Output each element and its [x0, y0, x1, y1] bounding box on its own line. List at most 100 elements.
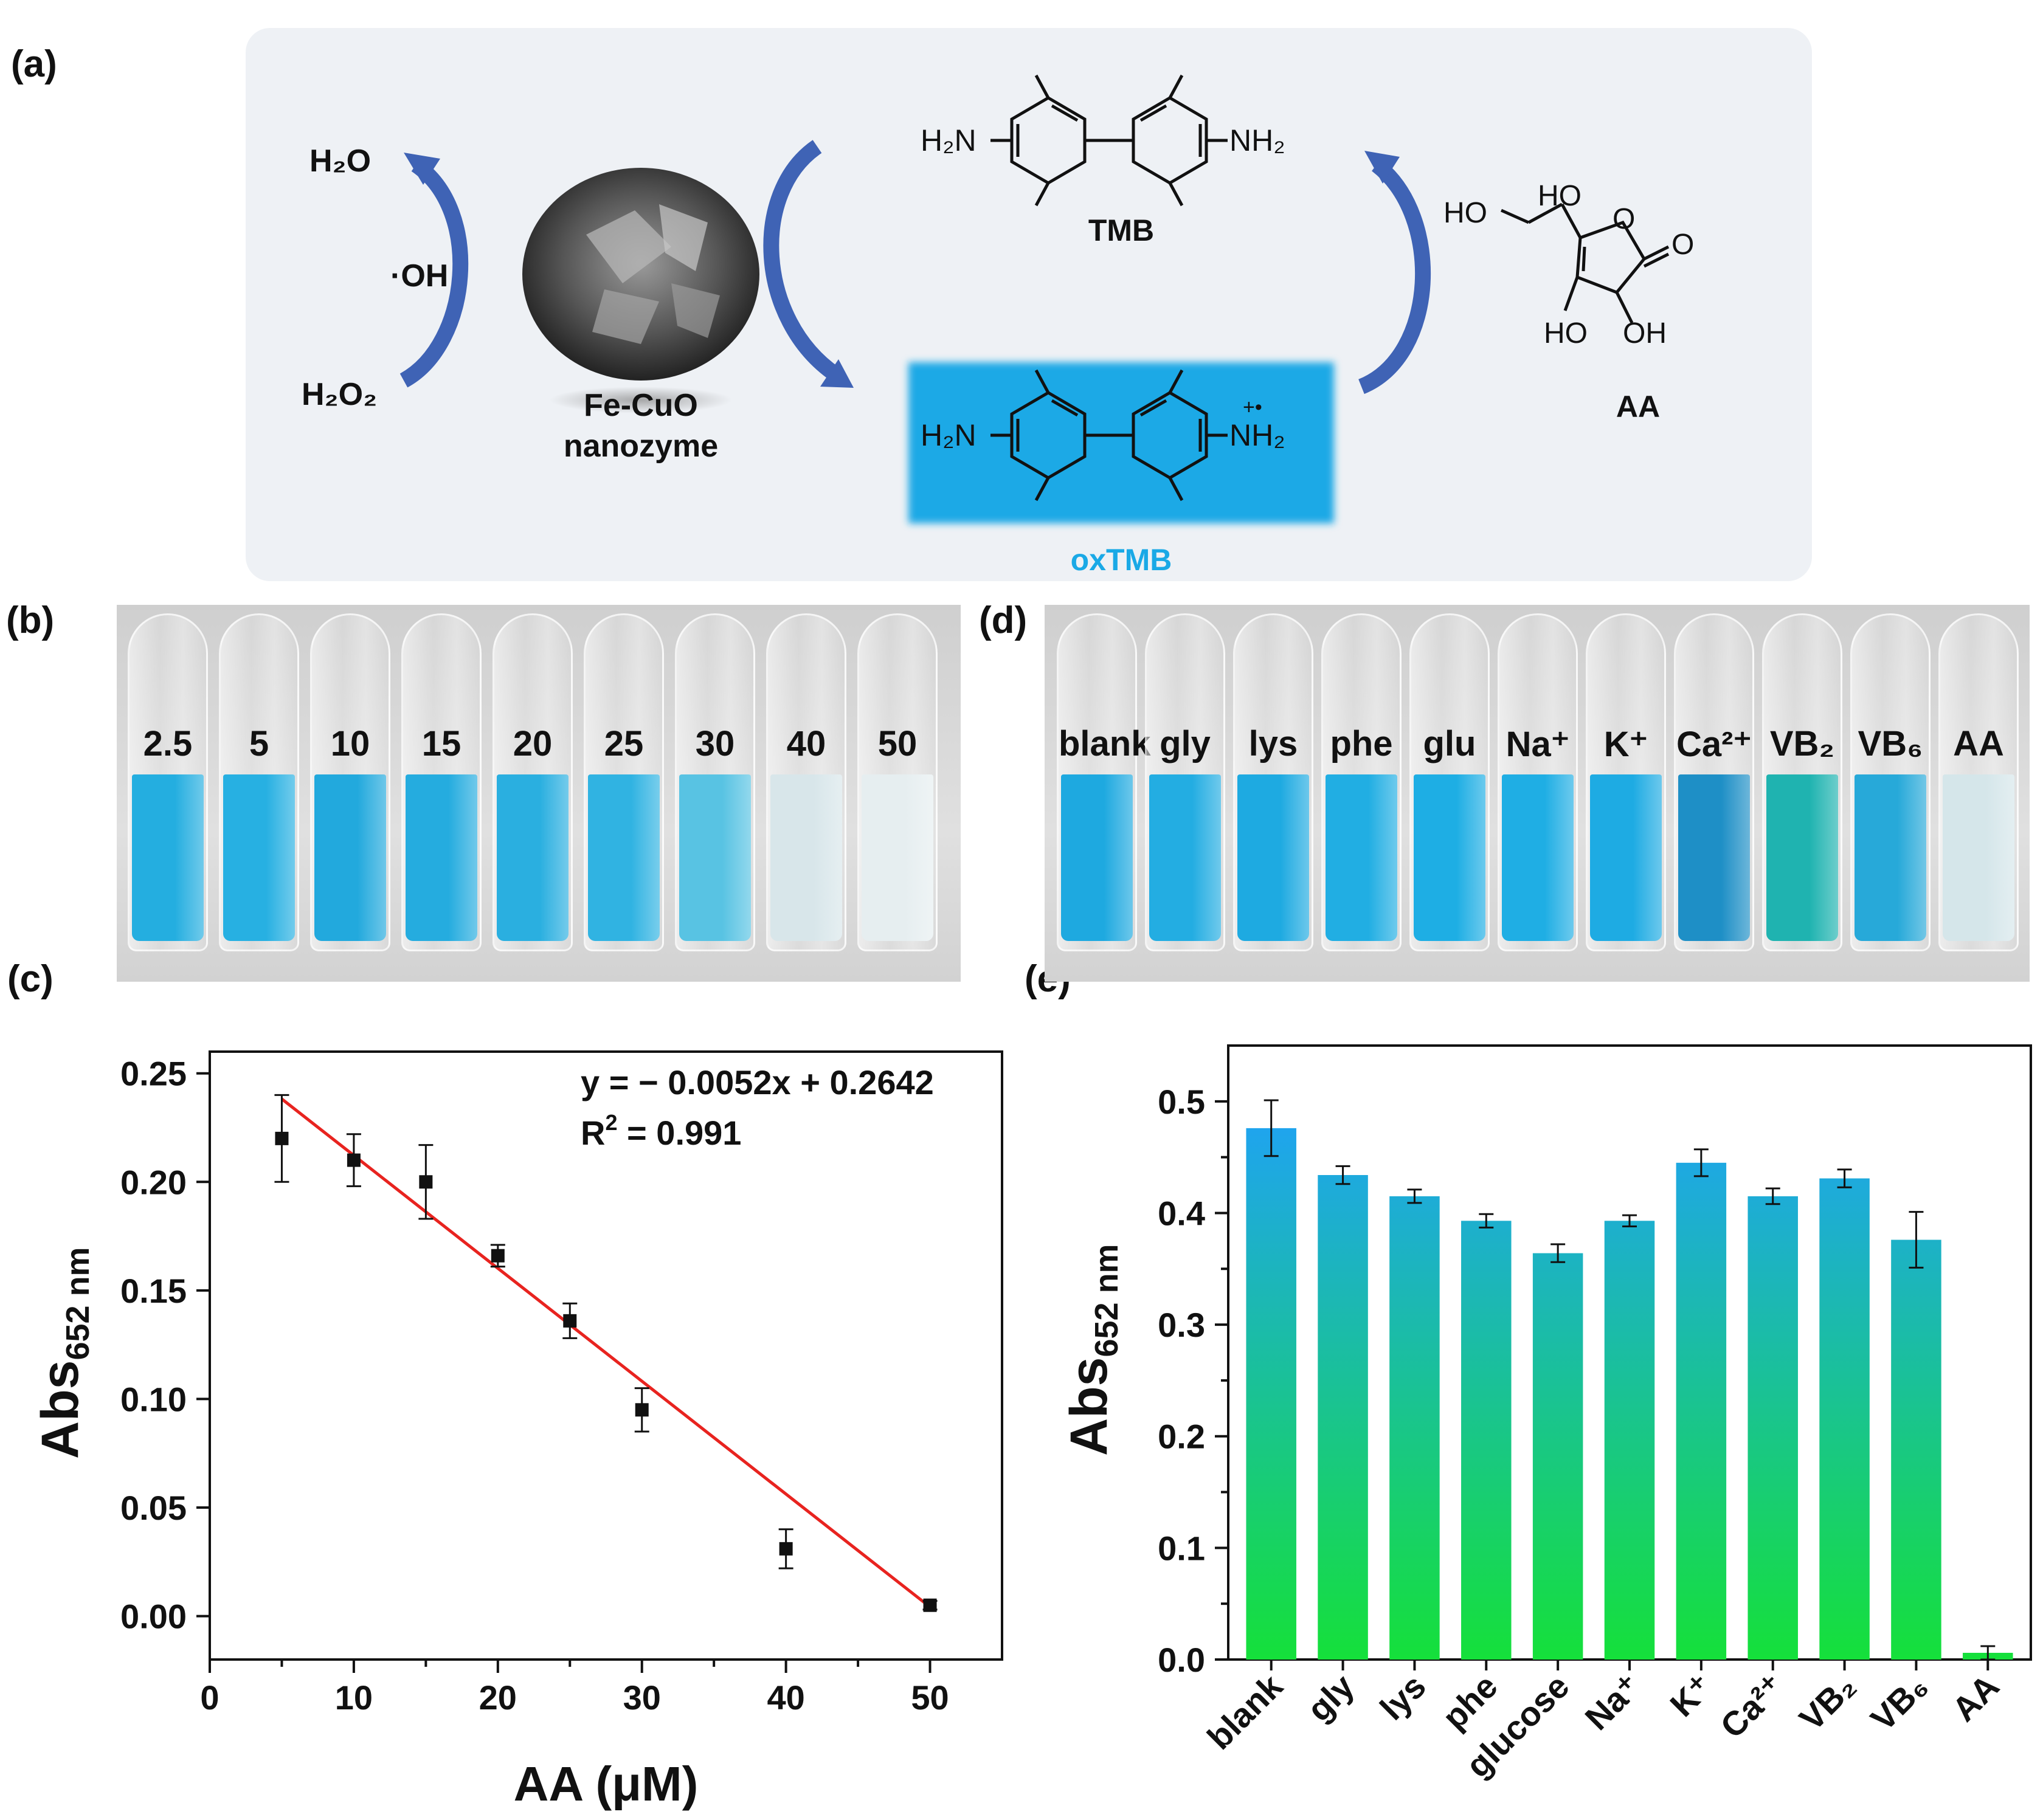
y-tick-label: 0.0: [1158, 1641, 1205, 1679]
sel-tube-label: phe: [1330, 724, 1393, 764]
sel-tube-2: gly: [1145, 613, 1225, 951]
x-tick-label: gly: [1299, 1667, 1361, 1729]
sel-tube-label: Ca²⁺: [1676, 725, 1752, 764]
scheme-drawing: H₂O ·OH H₂O₂ Fe-CuO nanozyme H₂N NH₂ TMB…: [302, 74, 1694, 577]
cycle-arrow-left-head: [404, 153, 440, 185]
sel-tube-5: glu: [1409, 613, 1490, 951]
y-tick-label: 0.15: [120, 1272, 187, 1310]
sel-tube-6: Na⁺: [1498, 613, 1578, 951]
conc-tube-label: 5: [249, 724, 269, 764]
bar: [1604, 1221, 1655, 1660]
sel-tube-8: Ca²⁺: [1674, 613, 1754, 951]
data-point: [347, 1153, 361, 1167]
y-axis-title: Abs652 nm: [1060, 1244, 1125, 1456]
conc-tube-3: 10: [310, 613, 390, 951]
data-point: [275, 1131, 289, 1145]
sel-tube-liquid-10: [1855, 774, 1926, 941]
y-tick-label: 0.3: [1158, 1306, 1205, 1344]
conc-tube-label: 20: [513, 724, 553, 764]
x-tick-label: blank: [1200, 1666, 1290, 1757]
fit-line: [280, 1097, 932, 1608]
conc-tube-7: 30: [675, 613, 755, 951]
panel-label-d: (d): [979, 599, 1028, 641]
conc-tube-9: 50: [857, 613, 938, 951]
sel-tube-liquid-11: [1943, 774, 2014, 941]
conc-tube-liquid-3: [314, 774, 386, 941]
bar: [1747, 1196, 1798, 1660]
conc-tube-label: 2.5: [143, 724, 193, 764]
data-point: [923, 1598, 937, 1612]
sel-tube-label: blank: [1059, 724, 1151, 764]
sel-tube-liquid-8: [1678, 774, 1750, 941]
conc-tube-liquid-5: [497, 774, 569, 941]
x-tick-label: 50: [911, 1678, 949, 1717]
conc-tube-8: 40: [766, 613, 846, 951]
x-tick-label: AA: [1944, 1667, 2007, 1729]
panel-label-a: (a): [11, 43, 57, 85]
sel-tube-liquid-7: [1590, 774, 1662, 941]
sel-tube-1: blank: [1057, 613, 1151, 951]
data-point: [635, 1403, 649, 1417]
sel-tube-liquid-6: [1502, 774, 1574, 941]
aa-structure: [1500, 202, 1670, 324]
h2o-label: H₂O: [309, 143, 371, 179]
catalyst-sem-image: [522, 168, 759, 381]
sel-tube-label: K⁺: [1603, 725, 1648, 764]
x-tick-label: 30: [623, 1678, 661, 1717]
bar: [1676, 1162, 1727, 1660]
oh-radical-label: ·OH: [390, 258, 448, 294]
x-axis-title: AA (μM): [514, 1757, 699, 1811]
conc-tube-liquid-8: [770, 774, 842, 941]
reduction-arrow-head: [1364, 151, 1400, 184]
aa-label: AA: [1616, 390, 1660, 424]
y-tick-label: 0.2: [1158, 1418, 1205, 1456]
panel-label-c: (c): [7, 958, 54, 1000]
aa-ho-bottom: HO: [1544, 317, 1588, 350]
oxtmb-highlight-box: [908, 362, 1334, 523]
oxtmb-h2n: H₂N: [921, 418, 977, 452]
fit-equation: y = − 0.0052x + 0.2642: [581, 1063, 934, 1101]
sel-tube-liquid-2: [1149, 774, 1221, 941]
panel-label-b: (b): [6, 599, 55, 641]
x-tick-label: 40: [767, 1678, 804, 1717]
r-squared: R2 = 0.991: [581, 1110, 741, 1152]
conc-tube-label: 15: [421, 724, 461, 764]
sel-tube-3: lys: [1233, 613, 1313, 951]
oxtmb-structure: [990, 369, 1228, 502]
sel-tube-label: gly: [1160, 724, 1211, 764]
conc-tube-2: 5: [219, 613, 299, 951]
tube-photo-selectivity: blank gly lys phe glu Na⁺ K⁺ Ca²⁺ VB₂ VB₆ AA: [1045, 605, 2030, 982]
sel-tube-9: VB₂: [1762, 613, 1842, 951]
x-tick-label: VB₆: [1863, 1667, 1935, 1739]
conc-tube-label: 40: [786, 724, 826, 764]
x-tick-label: Ca²⁺: [1713, 1667, 1791, 1745]
catalyst-name: Fe-CuO: [584, 388, 698, 423]
bar: [1891, 1239, 1941, 1660]
conc-tube-label: 50: [877, 724, 918, 764]
aa-ho-top: HO: [1538, 180, 1582, 212]
h2o2-label: H₂O₂: [302, 377, 377, 412]
bar: [1389, 1196, 1440, 1660]
conc-tube-5: 20: [493, 613, 573, 951]
y-tick-label: 0.05: [120, 1489, 187, 1527]
conc-tube-liquid-7: [679, 774, 751, 941]
bar: [1246, 1128, 1296, 1660]
bar: [1532, 1253, 1583, 1660]
tmb-h2n: H₂N: [921, 123, 977, 157]
x-tick-label: K⁺: [1662, 1667, 1720, 1724]
x-tick-label: 0: [200, 1678, 219, 1717]
oxtmb-label: oxTMB: [1071, 543, 1172, 577]
aa-ho-left: HO: [1443, 197, 1487, 229]
conc-tube-liquid-4: [406, 774, 477, 941]
conc-tube-1: 2.5: [128, 613, 208, 951]
oxtmb-nh2: NH₂: [1229, 418, 1285, 452]
sel-tube-liquid-1: [1061, 774, 1133, 941]
tmb-label: TMB: [1088, 213, 1154, 247]
conc-tube-liquid-2: [223, 774, 295, 941]
aa-o-ring: O: [1613, 203, 1635, 235]
sel-tube-label: AA: [1953, 724, 2004, 764]
sel-tube-4: phe: [1321, 613, 1402, 951]
calibration-chart: 0 10 20 30 40 50 0.00 0.05 0.10 0.15 0.20 0.25 AA (μ…: [31, 1050, 1003, 1811]
y-tick-label: 0.1: [1158, 1529, 1205, 1567]
